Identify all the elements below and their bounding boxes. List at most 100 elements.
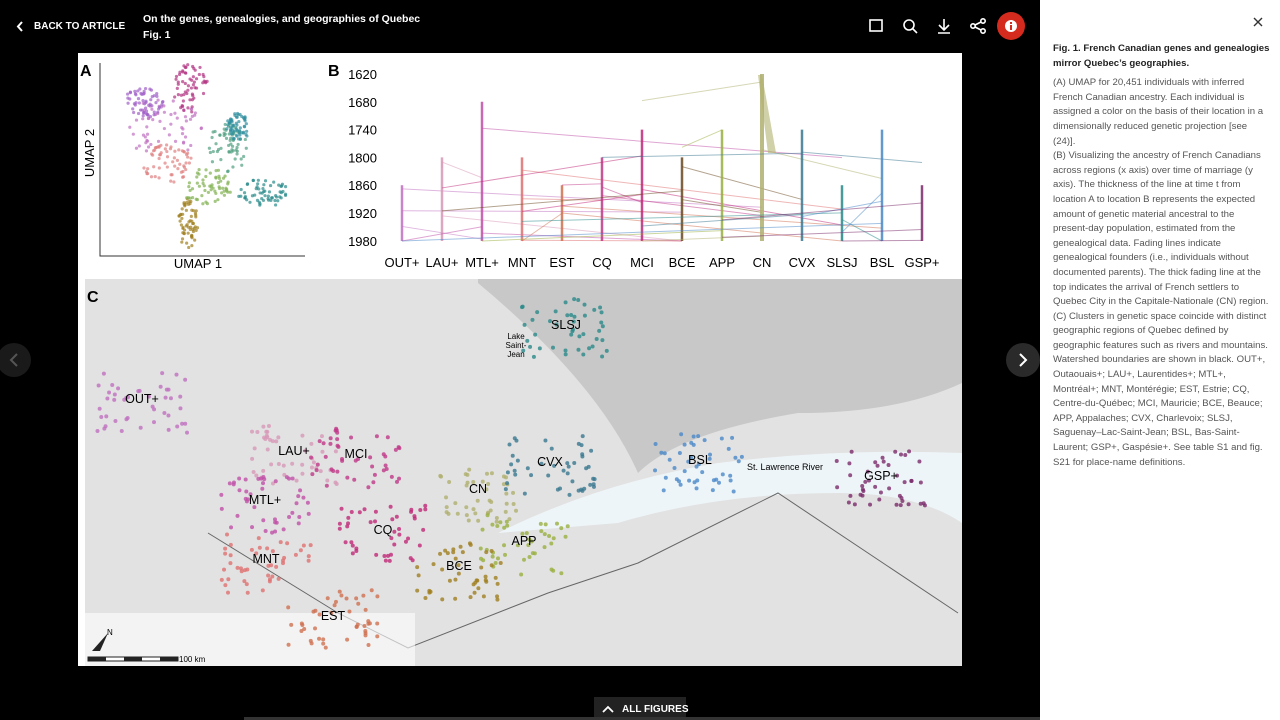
sample-point [661,488,666,493]
sample-point [290,510,295,515]
sample-point [524,531,529,536]
umap-point [222,127,226,131]
sample-point [276,576,281,581]
sample-point [503,487,508,492]
umap-point [146,167,150,171]
umap-point [128,125,132,129]
close-icon[interactable] [1253,17,1263,27]
umap-point [194,213,198,217]
sample-point [466,518,471,523]
sample-point [289,622,294,627]
sample-point [503,509,508,514]
sample-point [352,477,357,482]
sample-point [418,507,423,512]
sample-point [533,332,538,337]
sample-point [423,596,428,601]
sample-point [408,556,413,561]
sample-point [367,621,372,626]
umap-point [278,195,282,199]
umap-point [169,173,173,177]
sample-point [272,517,277,522]
sample-point [600,324,605,329]
umap-point [183,115,188,119]
sample-point [852,502,857,507]
prev-button[interactable] [0,343,31,377]
sample-point [561,468,566,473]
sample-point [243,477,248,482]
sample-point [599,310,604,315]
sample-point [124,395,129,400]
sample-point [261,481,266,486]
sample-point [589,448,594,453]
lineage-link [401,222,883,242]
share-icon[interactable] [979,17,986,24]
all-figures-label[interactable]: ALL FIGURES [622,704,689,715]
umap-point [231,123,235,127]
umap-point [187,181,192,185]
umap-point [171,160,175,164]
umap-point [218,133,222,137]
sample-point [314,468,319,473]
sample-point [389,474,394,479]
umap-point [185,241,189,245]
next-button[interactable] [1006,343,1040,377]
sample-point [219,492,224,497]
sample-point [392,542,397,547]
umap-point [256,178,260,182]
umap-point [191,94,195,98]
sample-point [880,455,885,460]
umap-point [151,153,155,157]
back-link[interactable]: BACK TO ARTICLE [34,21,126,32]
sample-point [266,563,271,568]
sample-point [529,473,534,478]
sample-point [849,449,854,454]
sample-point [282,555,287,560]
sample-point [124,417,129,422]
umap-point [186,155,190,159]
zoom-icon[interactable] [903,19,915,31]
umap-point [244,146,248,150]
sample-point [423,507,428,512]
umap-point [148,87,152,91]
sample-point [336,444,341,449]
sample-point [481,558,486,563]
umap-point [159,143,163,147]
umap-point [186,106,190,110]
sample-point [270,574,275,579]
umap-point [277,183,281,187]
sample-point [565,471,570,476]
sample-point [509,462,514,467]
sample-point [739,454,744,459]
sample-point [160,371,165,376]
sample-point [355,622,360,627]
umap-point [143,102,147,106]
sample-point [702,438,707,443]
umap-point [192,66,196,70]
umap-point [175,86,179,90]
umap-point [179,223,184,227]
sample-point [337,589,342,594]
lineage-link [561,183,603,186]
umap-point [136,89,140,93]
umap-point [229,132,233,136]
gallery-icon[interactable] [869,19,883,32]
umap-point [192,80,196,84]
sample-point [357,510,362,515]
umap-point [180,216,184,221]
umap-point [192,226,196,230]
all-figures-button[interactable] [594,697,686,720]
umap-point [231,128,235,133]
download-icon[interactable] [938,19,950,34]
sample-point [354,549,359,554]
sample-point [315,462,320,467]
sample-point [245,590,250,595]
sample-point [119,429,124,434]
sample-point [174,372,179,377]
umap-point [274,194,278,198]
umap-point [194,77,199,81]
sample-point [261,468,266,473]
umap-point [214,191,218,196]
back-icon[interactable] [16,21,23,32]
umap-point [283,185,288,189]
place-label: MNT [252,552,279,566]
